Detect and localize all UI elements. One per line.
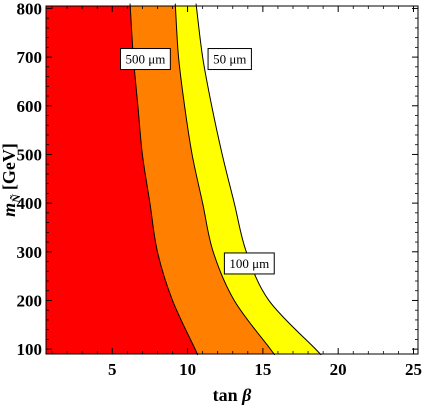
filled-regions (46, 4, 321, 355)
contour-500-μm (129, 3, 199, 356)
y-tick-label: 100 (17, 340, 43, 359)
y-tick-label: 700 (17, 48, 43, 67)
contour-labels: 500 μm 50 μm 100 μm (119, 48, 275, 275)
y-axis-label: mÑ [GeV] (0, 143, 23, 217)
x-axis-label: tan β (213, 385, 253, 405)
axis-ticks: 5 10 15 20 25 100 200 300 400 500 600 700 800 (17, 0, 422, 379)
x-axis-label-text: tan (213, 385, 238, 405)
contour-label-text: 500 μm (125, 52, 165, 67)
contour-label: 50 μm (207, 48, 252, 71)
contour-label: 100 μm (223, 252, 275, 275)
y-axis-label-sub: Ñ (9, 193, 23, 204)
contour-50-μm (195, 3, 322, 356)
y-axis-label-prefix: m (0, 203, 19, 217)
contour-curves (129, 3, 322, 356)
contour-label-text: 50 μm (213, 52, 246, 67)
plot-frame (45, 5, 419, 355)
contour-label: 500 μm (119, 48, 171, 71)
y-tick-label: 600 (17, 97, 43, 116)
contour-100-μm (174, 3, 275, 356)
y-tick-label: 300 (17, 243, 43, 262)
x-tick-label: 20 (330, 360, 347, 379)
contour-label-box (207, 48, 252, 71)
x-tick-label: 10 (179, 360, 196, 379)
contour-label-text: 100 μm (229, 256, 269, 271)
y-tick-label: 400 (17, 194, 43, 213)
y-tick-label: 200 (17, 291, 43, 310)
region-500-μm (46, 4, 198, 355)
x-tick-label: 15 (254, 360, 271, 379)
y-axis-label-unit: [GeV] (0, 143, 19, 190)
x-tick-label: 25 (405, 360, 422, 379)
contour-label-box (223, 252, 275, 275)
x-axis-label-symbol: β (241, 385, 252, 405)
x-tick-label: 5 (108, 360, 117, 379)
y-tick-label: 800 (17, 0, 43, 18)
contour-label-box (119, 48, 171, 71)
y-tick-label: 500 (17, 145, 43, 164)
